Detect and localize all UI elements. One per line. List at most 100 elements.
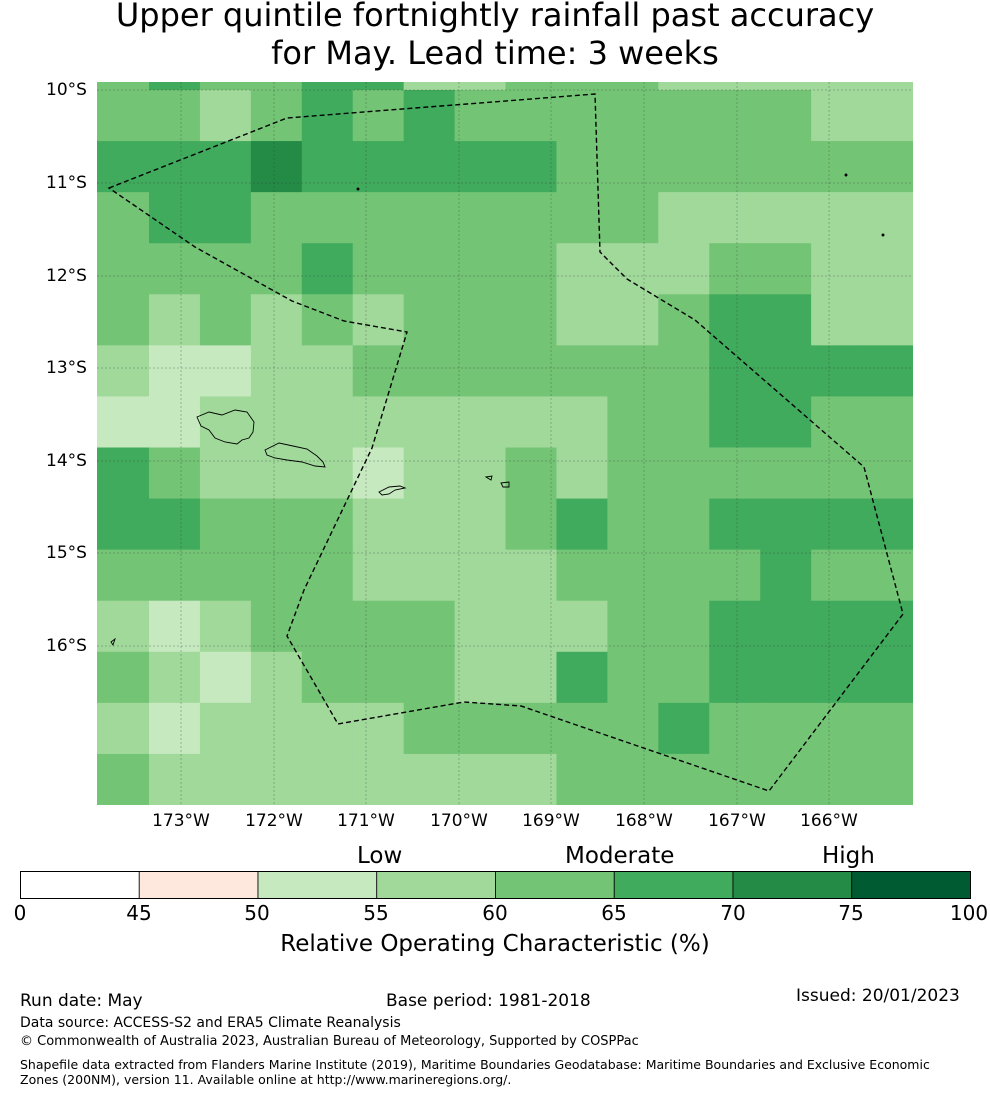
grid-cell — [352, 600, 405, 653]
grid-cell — [760, 141, 812, 193]
savaii-island — [196, 409, 255, 445]
grid-cell — [301, 345, 354, 397]
grid-cell — [811, 753, 863, 805]
tau-island — [500, 481, 510, 488]
grid-cell — [454, 447, 507, 500]
grid-cell — [709, 192, 761, 244]
rainfall-accuracy-map — [97, 82, 913, 805]
grid-cell — [97, 702, 150, 755]
grid-cell — [403, 243, 456, 295]
lon-label-172w: 172°W — [245, 811, 303, 831]
grid-cell — [709, 651, 761, 704]
grid-cell — [250, 294, 303, 346]
grid-cell — [505, 396, 557, 448]
grid-cell — [250, 498, 303, 551]
grid-cell — [403, 192, 456, 244]
grid-cell — [658, 345, 710, 397]
grid-cell — [709, 600, 761, 653]
grid-cell — [97, 498, 150, 551]
grid-cell — [862, 447, 913, 500]
grid-cell — [250, 90, 303, 142]
grid-cell — [607, 396, 659, 448]
grid-cell — [862, 753, 913, 805]
grid-cell — [505, 447, 557, 500]
grid-cell — [403, 90, 456, 142]
grid-cell — [658, 447, 710, 500]
grid-cell — [199, 753, 252, 805]
grid-cell — [97, 396, 150, 448]
grid-cell — [556, 396, 608, 448]
grid-cell — [505, 243, 557, 295]
grid-cell — [607, 447, 659, 500]
colorbar-tick-45: 45 — [126, 901, 152, 925]
grid-cell — [97, 90, 150, 142]
lon-label-170w: 170°W — [430, 811, 488, 831]
grid-cell — [862, 243, 913, 295]
grid-cell — [862, 141, 913, 193]
grid-cell — [403, 498, 456, 551]
grid-cell — [352, 141, 405, 193]
graticule — [97, 82, 913, 805]
grid-cell — [760, 243, 812, 295]
grid-cell — [250, 192, 303, 244]
grid-cell — [505, 90, 557, 142]
grid-cell — [760, 651, 812, 704]
grid-cell — [658, 141, 710, 193]
colorbar-segment — [257, 871, 378, 899]
grid-cell — [454, 651, 507, 704]
grid-cell — [403, 447, 456, 500]
grid-cell — [607, 549, 659, 602]
grid-cell — [862, 82, 913, 91]
grid-cell — [149, 294, 201, 346]
grid-cell — [862, 600, 913, 653]
colorbar-segment — [613, 871, 734, 899]
grid-cell — [454, 345, 507, 397]
grid-cell — [454, 192, 507, 244]
lat-label-12s: 12°S — [46, 266, 87, 286]
grid-cell — [505, 702, 557, 755]
grid-cell — [352, 702, 405, 755]
grid-cell — [505, 82, 557, 91]
grid-cell — [709, 141, 761, 193]
grid-cell — [149, 651, 201, 704]
grid-cell — [658, 702, 710, 755]
grid-cell — [709, 294, 761, 346]
grid-cell — [607, 82, 659, 91]
base-period: Base period: 1981-2018 — [386, 991, 591, 1011]
grid-cell — [862, 651, 913, 704]
grid-cell — [199, 498, 252, 551]
grid-cell — [403, 396, 456, 448]
grid-cell — [250, 549, 303, 602]
grid-cell — [199, 192, 252, 244]
grid-cell — [658, 651, 710, 704]
grid-cell — [709, 345, 761, 397]
grid-cell — [811, 447, 863, 500]
colorbar-segment — [851, 871, 971, 899]
grid-cell — [199, 600, 252, 653]
grid-cell — [607, 498, 659, 551]
grid-cell — [97, 600, 150, 653]
eez-boundary — [107, 93, 904, 792]
grid-cell — [760, 600, 812, 653]
grid-cell — [505, 600, 557, 653]
grid-cell — [403, 82, 456, 91]
grid-cell — [709, 702, 761, 755]
grid-cell — [403, 753, 456, 805]
grid-cell — [658, 243, 710, 295]
grid-cell — [301, 396, 354, 448]
grid-cell — [556, 82, 608, 91]
grid-cell — [556, 702, 608, 755]
grid-cell — [811, 345, 863, 397]
grid-cell — [658, 294, 710, 346]
grid-cell — [352, 82, 405, 91]
grid-cell — [403, 345, 456, 397]
grid-cell — [352, 294, 405, 346]
grid-cell — [352, 549, 405, 602]
grid-cell — [352, 90, 405, 142]
grid-cell — [811, 651, 863, 704]
category-high: High — [822, 843, 875, 869]
grid-cell — [454, 753, 507, 805]
grid-cell — [811, 396, 863, 448]
grid-cell — [658, 600, 710, 653]
grid-cell — [556, 498, 608, 551]
